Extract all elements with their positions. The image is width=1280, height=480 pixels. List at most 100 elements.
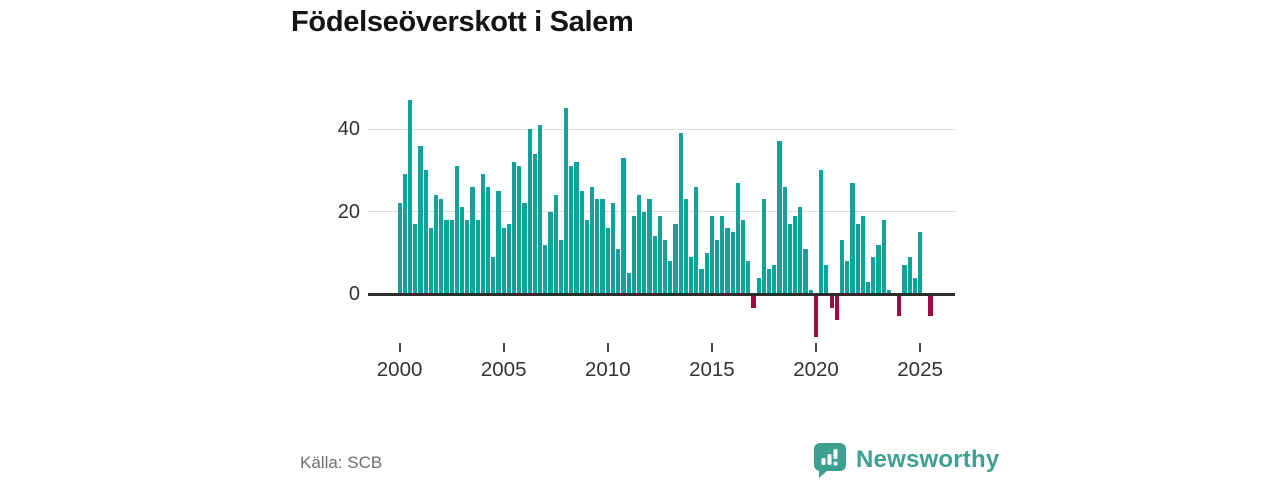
bar-q2009-2 xyxy=(590,186,595,294)
bar-q2007-3 xyxy=(553,195,558,294)
bar-q2024-4 xyxy=(912,277,917,294)
bar-q2004-3 xyxy=(491,256,496,294)
bar-q2010-3 xyxy=(616,248,621,294)
newsworthy-logo-icon xyxy=(813,443,846,478)
y-axis-tick-label: 0 xyxy=(348,283,360,305)
x-axis-tick-label: 2005 xyxy=(480,358,527,381)
bar-q2010-1 xyxy=(605,228,610,294)
bar-q2016-4 xyxy=(746,261,751,294)
bar-q2000-3 xyxy=(407,100,413,294)
bar-q2011-1 xyxy=(626,273,631,294)
bar-q2008-4 xyxy=(579,190,584,294)
newsworthy-logo-text: Newsworthy xyxy=(856,446,1000,473)
bar-q2005-4 xyxy=(517,166,522,294)
bar-q2018-1 xyxy=(772,265,777,294)
bar-q2011-4 xyxy=(642,211,647,294)
bar-q2023-1 xyxy=(876,244,881,294)
bar-q2019-3 xyxy=(803,248,808,294)
bar-q2006-4 xyxy=(538,124,543,294)
bar-q2004-1 xyxy=(480,174,485,294)
bar-q2009-1 xyxy=(584,219,590,294)
bar-q2017-1 xyxy=(751,295,756,308)
bar-q2001-4 xyxy=(433,195,439,294)
source-label: Källa: SCB xyxy=(300,453,383,472)
bar-q2013-4 xyxy=(683,199,688,294)
bar-q2017-4 xyxy=(767,269,772,294)
bar-q2015-4 xyxy=(725,228,730,294)
bar-q2021-2 xyxy=(839,240,845,294)
x-axis-tick xyxy=(502,343,505,352)
bar-q2013-2 xyxy=(673,223,678,294)
bar-q2023-3 xyxy=(886,289,891,294)
y-axis-tick-label: 40 xyxy=(337,118,360,140)
bar-q2017-2 xyxy=(756,277,761,294)
x-axis-tick xyxy=(710,343,713,352)
bar-q2003-3 xyxy=(470,186,475,294)
bar-q2014-1 xyxy=(688,256,694,294)
bar-q2013-1 xyxy=(668,261,673,294)
bar-q2008-2 xyxy=(569,166,574,294)
bar-q2011-3 xyxy=(636,195,642,294)
bar-q2009-4 xyxy=(600,199,605,294)
bar-q2018-2 xyxy=(777,141,782,294)
x-axis-tick-label: 2025 xyxy=(897,358,943,381)
x-axis-tick-label: 2020 xyxy=(793,358,839,381)
bar-q2011-2 xyxy=(631,215,636,294)
bar-q2006-1 xyxy=(522,203,527,294)
bar-q2005-2 xyxy=(506,223,511,294)
bar-q2023-2 xyxy=(881,219,886,294)
x-axis-tick-label: 2015 xyxy=(689,358,735,381)
newsworthy-logo: Newsworthy xyxy=(813,442,999,478)
bar-q2020-1 xyxy=(813,295,819,337)
bar-q2007-4 xyxy=(558,240,564,294)
y-gridline xyxy=(368,128,955,130)
bar-q2019-4 xyxy=(808,289,813,294)
bar-q2024-3 xyxy=(907,256,912,294)
bar-q2014-2 xyxy=(694,186,699,294)
x-axis-line xyxy=(368,292,955,296)
bar-q2018-4 xyxy=(787,223,793,294)
bar-q2020-4 xyxy=(829,295,834,308)
bar-q2013-3 xyxy=(678,133,683,294)
bar-q2012-4 xyxy=(662,240,668,294)
bar-q2021-1 xyxy=(834,295,839,321)
bar-q2024-1 xyxy=(897,295,902,317)
bar-q2022-3 xyxy=(865,281,871,294)
bar-q2021-3 xyxy=(845,261,850,294)
bar-q2016-1 xyxy=(730,232,735,294)
bar-q2010-2 xyxy=(610,203,616,294)
bar-q2017-3 xyxy=(761,199,767,294)
bar-q2014-3 xyxy=(699,269,704,294)
bar-q2019-2 xyxy=(798,207,803,294)
bar-q2010-4 xyxy=(621,157,626,294)
bar-q2021-4 xyxy=(850,182,855,294)
bar-q2006-2 xyxy=(527,129,532,294)
y-gridline xyxy=(368,211,955,212)
bar-q2009-3 xyxy=(595,199,600,294)
bar-q2020-2 xyxy=(819,170,824,294)
x-axis-tick xyxy=(606,343,609,352)
x-axis-tick xyxy=(815,343,817,352)
bar-q2008-3 xyxy=(574,162,579,294)
bar-q2025-1 xyxy=(918,232,923,294)
bar-q2022-4 xyxy=(871,256,876,294)
bar-q2015-3 xyxy=(720,215,725,294)
bar-q2022-2 xyxy=(860,215,865,294)
bar-q2012-2 xyxy=(652,236,657,294)
bar-q2001-3 xyxy=(428,228,433,294)
bar-q2012-3 xyxy=(657,215,662,294)
x-axis-tick xyxy=(398,343,401,352)
x-axis-tick-label: 2000 xyxy=(376,358,423,381)
bar-q2012-1 xyxy=(647,199,652,294)
bar-q2019-1 xyxy=(793,215,798,294)
x-axis-tick-label: 2010 xyxy=(584,358,631,381)
x-axis-tick xyxy=(919,343,922,352)
bar-q2020-3 xyxy=(824,265,829,294)
bar-q2014-4 xyxy=(704,252,709,294)
bar-q2015-2 xyxy=(715,240,720,294)
bar-q2004-2 xyxy=(485,186,491,294)
bar-q2000-2 xyxy=(402,174,407,294)
bar-q2004-4 xyxy=(496,190,501,294)
bar-q2005-1 xyxy=(501,228,506,294)
